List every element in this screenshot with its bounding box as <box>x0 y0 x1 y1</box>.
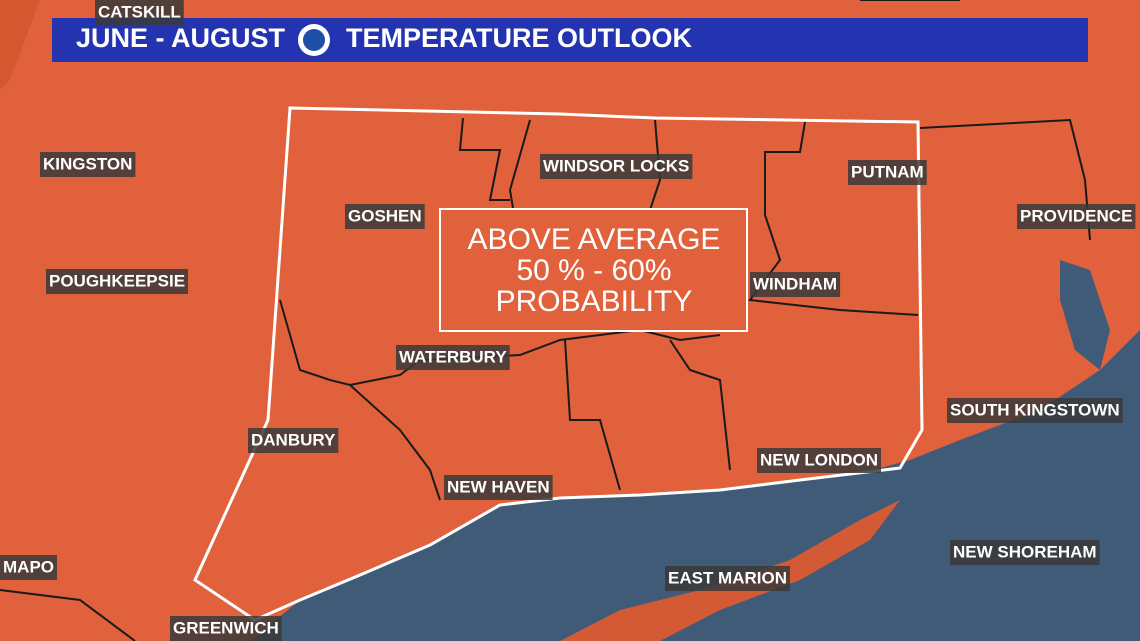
place-label: PUTNAM <box>851 162 924 181</box>
place-label: KINGSTON <box>43 154 132 173</box>
place-label: POUGHKEEPSIE <box>49 271 185 290</box>
place-label-bg <box>848 160 927 185</box>
place-label-bg <box>248 428 339 453</box>
place-label: DANBURY <box>251 430 336 449</box>
outlook-line: 50 % - 60% <box>516 254 671 287</box>
place-label: NEW SHOREHAM <box>953 542 1097 561</box>
place-label-bg <box>665 566 790 591</box>
place-label: WATERBURY <box>399 347 507 366</box>
place-label: PROVIDENCE <box>1020 206 1132 225</box>
place-label-bg <box>950 540 1100 565</box>
title-right: TEMPERATURE OUTLOOK <box>346 23 692 53</box>
place-label-bg <box>46 269 189 294</box>
ocean <box>250 330 1140 641</box>
place-label-bg <box>540 154 693 179</box>
nws-logo-inner <box>303 29 325 51</box>
place-label-bg <box>750 272 841 297</box>
place-label-bg <box>396 345 510 370</box>
title-bar <box>52 18 1088 62</box>
place-label-bg <box>345 204 425 229</box>
bay <box>1060 260 1110 370</box>
place-label: GREENWICH <box>173 618 279 637</box>
land-shade <box>0 0 40 90</box>
place-label: CATSKILL <box>98 2 181 21</box>
place-label-bg <box>40 152 136 177</box>
place-label-bg <box>1017 204 1136 229</box>
place-label: EAST MARION <box>668 568 787 587</box>
place-label: SOUTH KINGSTOWN <box>950 400 1120 419</box>
place-label-bg <box>947 398 1123 423</box>
place-label: WINDSOR LOCKS <box>543 156 689 175</box>
outlook-line: ABOVE AVERAGE <box>468 223 721 256</box>
title-left: JUNE - AUGUST <box>76 23 286 53</box>
state-border <box>193 106 924 622</box>
place-label: GOSHEN <box>348 206 422 225</box>
place-label-bg <box>757 448 882 473</box>
place-label: MAPO <box>3 557 54 576</box>
place-label: NEW HAVEN <box>447 477 550 496</box>
place-label-bg <box>170 616 282 641</box>
outlook-box <box>439 208 748 332</box>
long-island <box>560 500 900 641</box>
outlook-line: PROBABILITY <box>496 285 693 318</box>
place-label: WINDHAM <box>753 274 837 293</box>
place-label-bg <box>95 0 184 25</box>
place-label-bg <box>444 475 553 500</box>
place-label: NEW LONDON <box>760 450 878 469</box>
place-label-bg <box>0 555 57 580</box>
